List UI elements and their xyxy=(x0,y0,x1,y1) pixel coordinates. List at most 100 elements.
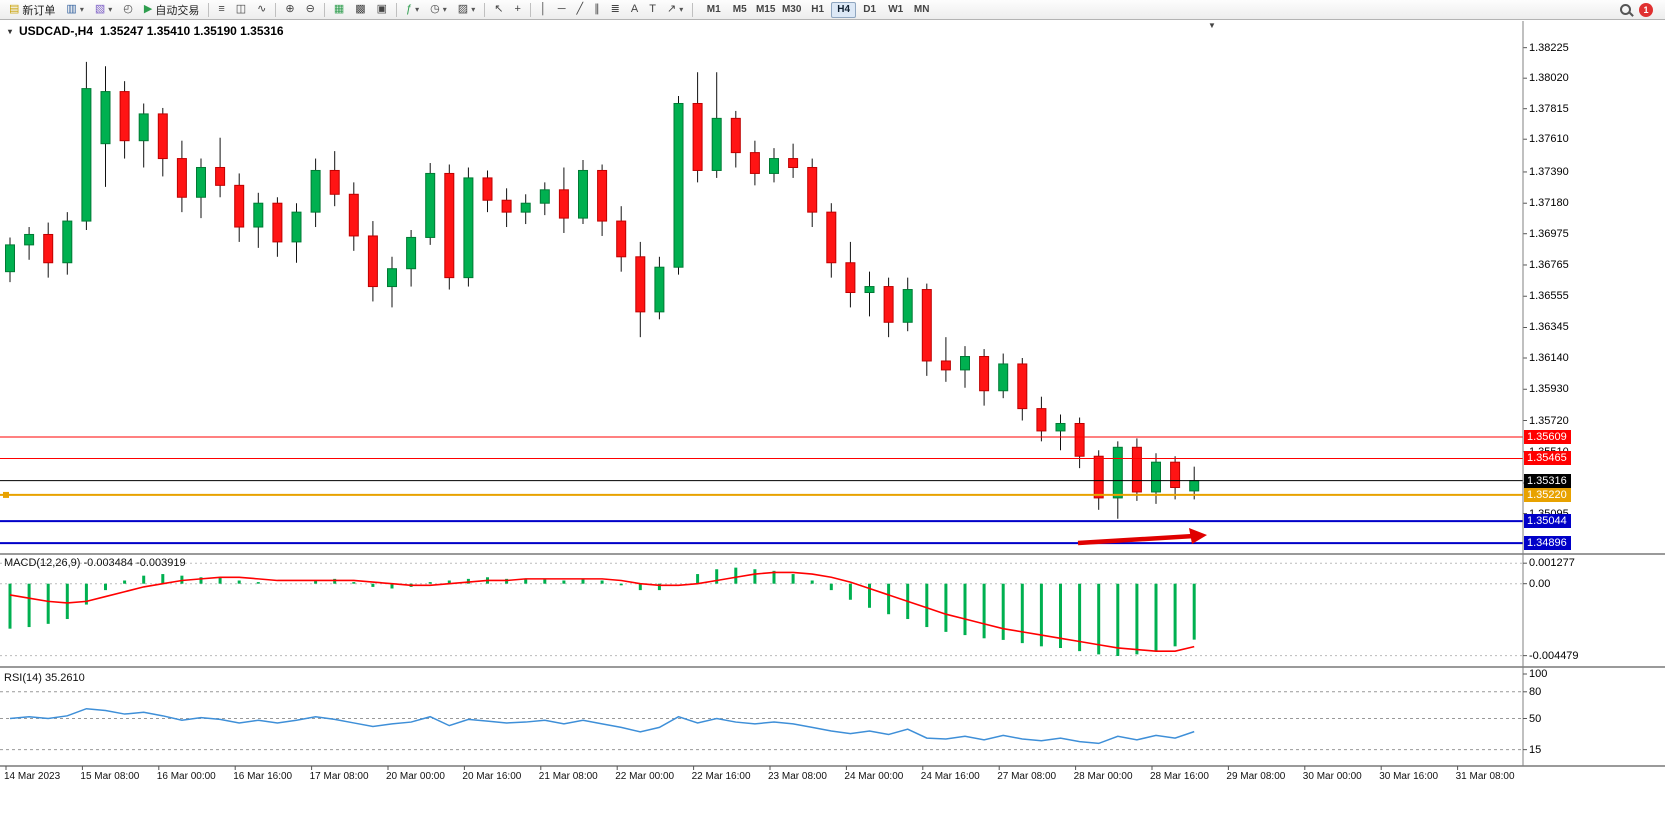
trend-arrow[interactable] xyxy=(1077,533,1195,546)
bear-candle xyxy=(1170,461,1181,488)
cascade-windows-button[interactable]: ▩ xyxy=(350,1,370,18)
text-icon: A xyxy=(630,3,639,15)
time-axis-label: 21 Mar 08:00 xyxy=(538,771,598,782)
symbol-period-label: USDCAD-,H4 xyxy=(19,24,94,38)
indicators-button[interactable]: ƒ ▾ xyxy=(401,1,424,18)
rsi-indicator-value: 35.2610 xyxy=(44,672,85,684)
cursor-icon: ↖ xyxy=(494,3,504,15)
collapse-icon[interactable]: ▾ xyxy=(8,26,13,36)
bull-candle xyxy=(998,363,1009,392)
bull-candle xyxy=(1055,422,1066,432)
bear-candle xyxy=(826,211,837,264)
bear-candle xyxy=(43,233,54,264)
templates-button[interactable]: ▨ ▾ xyxy=(453,1,480,18)
rsi-indicator-name: RSI(14) xyxy=(4,672,42,684)
timeframe-d1-button[interactable]: D1 xyxy=(857,2,882,18)
rsi-line xyxy=(9,707,1195,745)
channel-button[interactable]: ∥ xyxy=(589,1,605,18)
candlestick-chart-button[interactable]: ◫ xyxy=(231,1,251,18)
chart-shift-marker[interactable]: ▼ xyxy=(1208,21,1216,30)
label-button[interactable]: T xyxy=(644,1,661,18)
arrows-button[interactable]: ↗ ▾ xyxy=(662,1,688,18)
timeframe-w1-button[interactable]: W1 xyxy=(883,2,908,18)
horizontal-line-icon: ─ xyxy=(557,3,566,15)
trend-arrow-head[interactable] xyxy=(1189,528,1207,544)
bear-candle xyxy=(883,286,894,323)
tile-windows-button[interactable]: ▦ xyxy=(329,1,349,18)
bear-candle xyxy=(176,158,187,198)
time-axis-label: 23 Mar 08:00 xyxy=(768,771,827,782)
macd-scale-label: 0.001277 xyxy=(1529,557,1575,570)
bear-candle xyxy=(119,91,130,142)
bear-candle xyxy=(272,202,283,243)
timeframe-m1-button[interactable]: M1 xyxy=(701,2,726,18)
time-axis-label: 17 Mar 08:00 xyxy=(309,771,369,782)
bull-candle xyxy=(864,286,875,294)
zoom-out-button[interactable]: ⊖ xyxy=(301,1,320,18)
notification-badge[interactable]: 1 xyxy=(1639,2,1653,17)
timeframe-mn-button[interactable]: MN xyxy=(909,2,934,18)
fibonacci-button[interactable]: ≣ xyxy=(606,1,625,18)
time-axis-label: 16 Mar 00:00 xyxy=(156,771,216,782)
auto-trading-button[interactable]: ▶ 自动交易 xyxy=(139,1,204,18)
bear-candle xyxy=(1036,408,1047,432)
bear-candle xyxy=(1017,363,1028,410)
bear-candle xyxy=(444,172,455,279)
snapshot-button[interactable]: ▣ xyxy=(372,1,392,18)
alerts-button[interactable]: ◴ xyxy=(118,1,138,18)
bull-candle xyxy=(1189,480,1200,492)
line-chart-button[interactable]: ∿ xyxy=(252,1,271,18)
time-axis-label: 20 Mar 16:00 xyxy=(462,771,522,782)
dropdown-caret-icon: ▾ xyxy=(79,5,84,14)
channel-icon: ∥ xyxy=(594,3,600,15)
price-axis-label: 1.35930 xyxy=(1529,383,1569,396)
bull-candle xyxy=(291,211,302,243)
bull-candle xyxy=(769,158,779,174)
time-axis-label: 28 Mar 00:00 xyxy=(1073,771,1133,782)
bear-candle xyxy=(482,177,493,201)
dropdown-caret-icon: ▾ xyxy=(415,5,420,14)
timeframe-m5-button[interactable]: M5 xyxy=(727,2,752,18)
horizontal-line-button[interactable]: ─ xyxy=(553,1,571,18)
new-order-label: 新订单 xyxy=(22,4,56,17)
search-icon[interactable] xyxy=(1620,4,1631,15)
bear-candle xyxy=(367,235,378,288)
toolbar-separator xyxy=(208,2,210,17)
line-anchor-handle[interactable] xyxy=(3,491,9,498)
bull-candle xyxy=(62,220,73,264)
bull-candle xyxy=(253,202,264,228)
new-order-button[interactable]: ▤ 新订单 xyxy=(4,1,60,18)
timeframe-h1-button[interactable]: H1 xyxy=(805,2,830,18)
toolbar-separator xyxy=(323,2,325,17)
bull-candle xyxy=(100,91,111,145)
time-axis-label: 29 Mar 08:00 xyxy=(1226,771,1286,782)
bear-candle xyxy=(692,102,703,171)
price-axis-label: 1.36975 xyxy=(1529,227,1569,240)
timeframe-h4-button[interactable]: H4 xyxy=(831,1,857,18)
price-axis-label: 1.38020 xyxy=(1529,72,1569,85)
bear-candle xyxy=(329,169,340,195)
trendline-button[interactable]: ╱ xyxy=(572,1,589,18)
bear-candle xyxy=(501,199,512,213)
new-chart-button[interactable]: ▥ ▾ xyxy=(61,1,88,18)
cursor-button[interactable]: ↖ xyxy=(489,1,508,18)
candles-layer xyxy=(5,61,1200,519)
zoom-in-button[interactable]: ⊕ xyxy=(280,1,299,18)
text-button[interactable]: A xyxy=(626,1,643,18)
line-chart-icon: ∿ xyxy=(257,3,267,15)
periods-button[interactable]: ◷ ▾ xyxy=(425,1,452,18)
bull-candle xyxy=(310,169,321,213)
rsi-scale-label: 50 xyxy=(1529,712,1542,725)
bear-candle xyxy=(845,262,856,294)
toolbar-separator xyxy=(484,2,486,17)
price-axis-label: 1.36140 xyxy=(1529,352,1569,364)
timeframe-m30-button[interactable]: M30 xyxy=(779,2,804,18)
profiles-button[interactable]: ▧ ▾ xyxy=(90,1,117,18)
bull-candle xyxy=(5,244,15,273)
vertical-line-button[interactable]: │ xyxy=(535,1,552,18)
bar-chart-button[interactable]: ≡ xyxy=(213,1,229,18)
crosshair-button[interactable]: + xyxy=(509,1,525,18)
timeframe-m15-button[interactable]: M15 xyxy=(753,2,778,18)
price-axis-label: 1.36765 xyxy=(1529,258,1569,271)
